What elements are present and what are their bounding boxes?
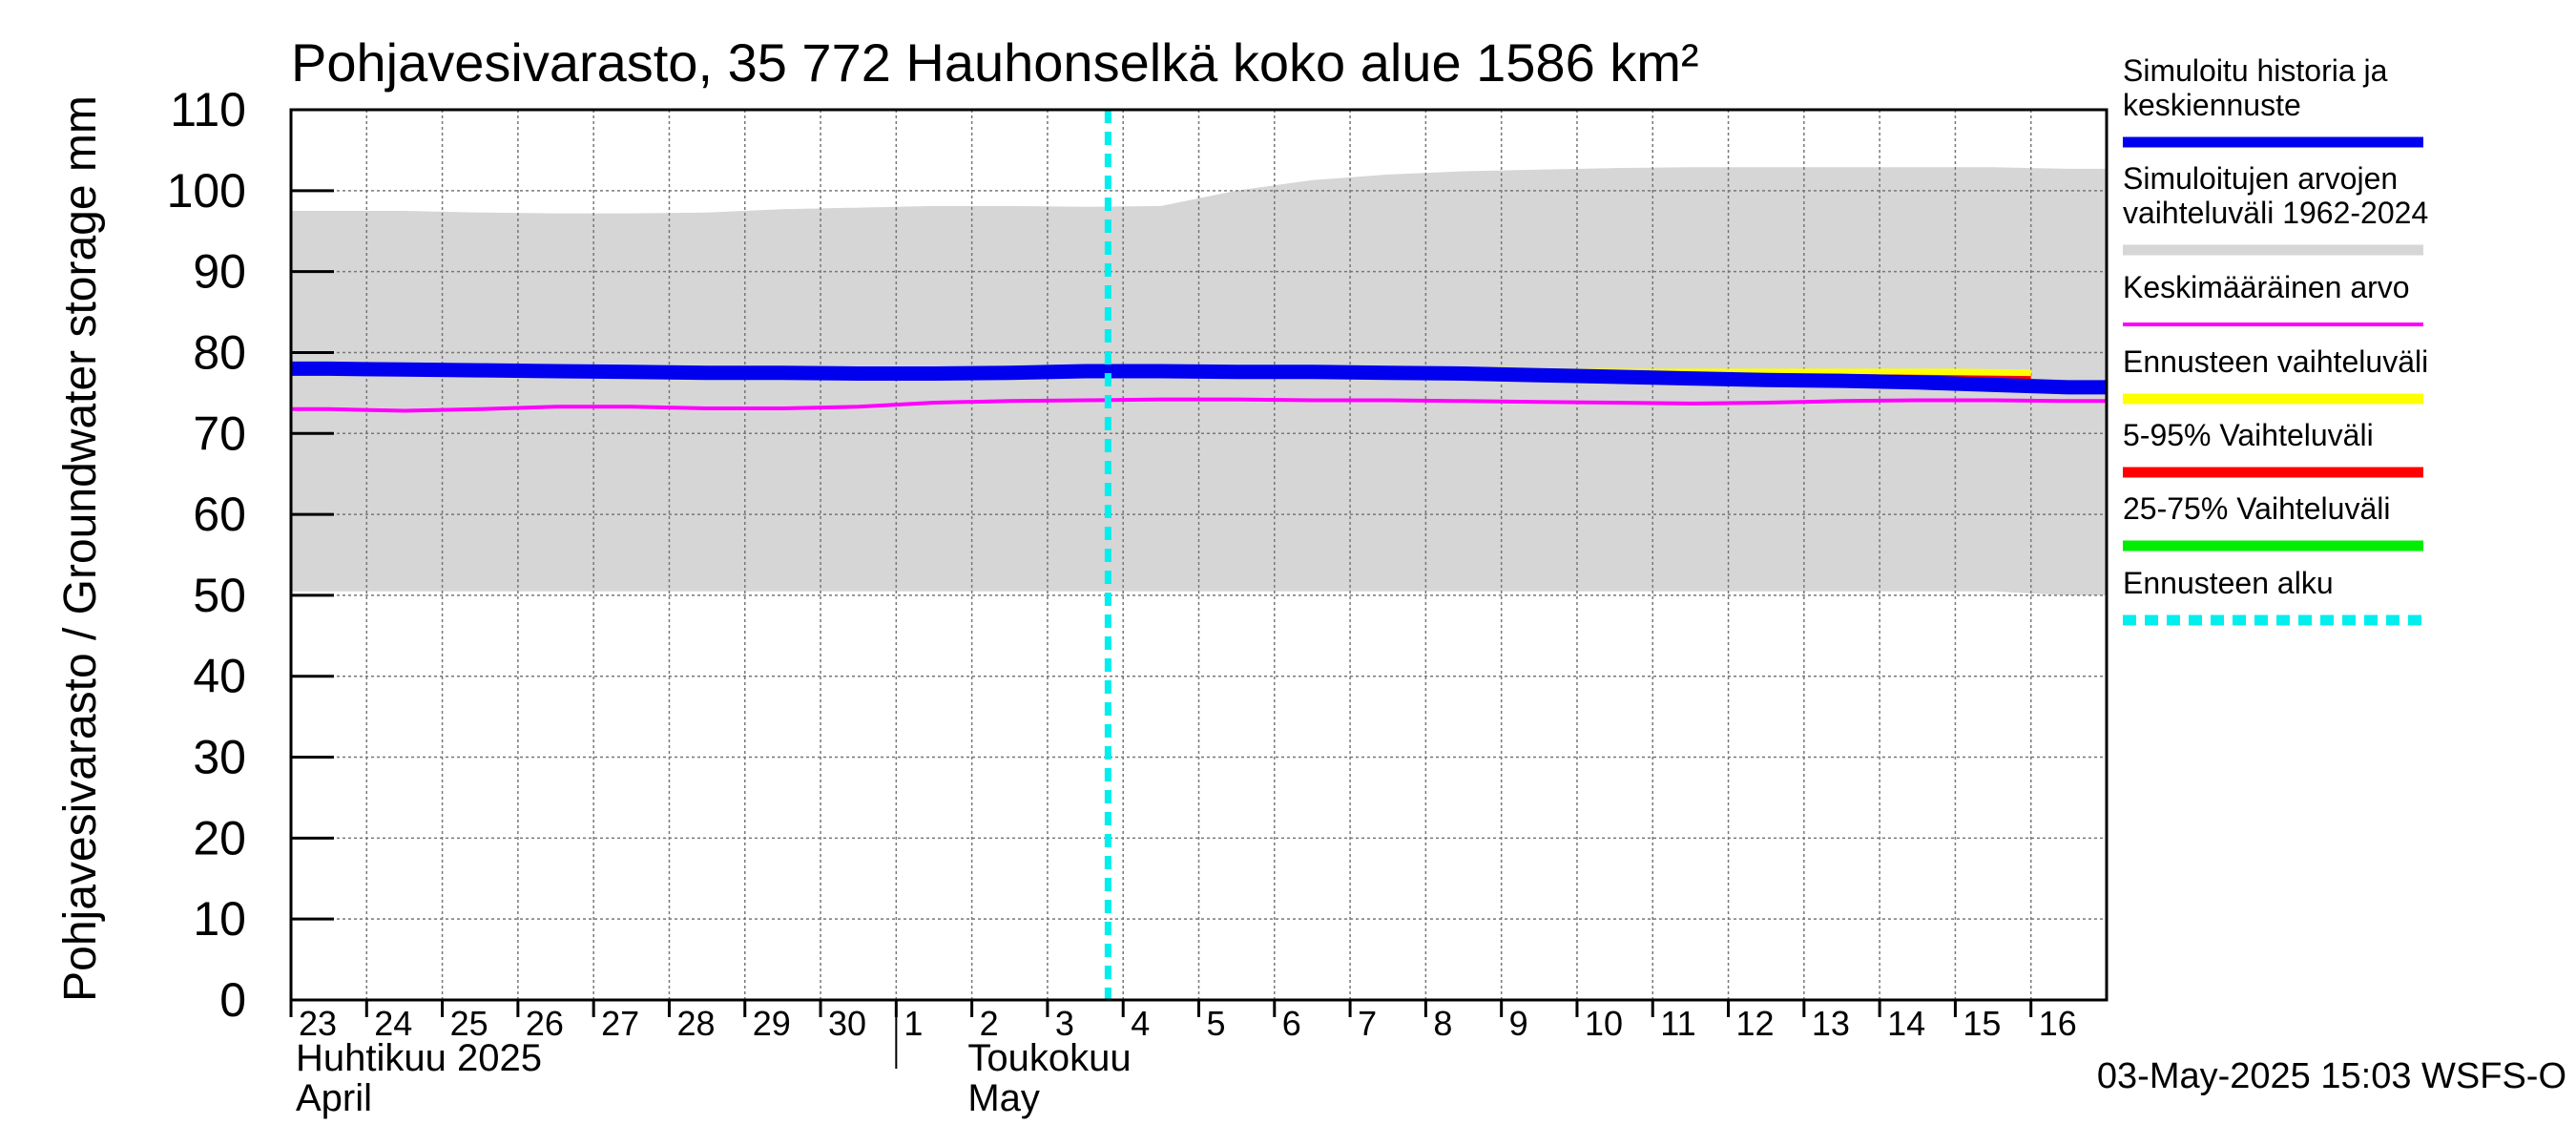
y-tick-label: 90 bbox=[193, 245, 246, 299]
y-tick-label: 70 bbox=[193, 406, 246, 460]
x-axis: 23 24 25 26 27 28 29 30 1 2 3 4 5 6 7 8 9 10 11 12 13 14 15 16H… bbox=[289, 1000, 2077, 1119]
x-tick-label: 25 bbox=[450, 1004, 488, 1043]
x-tick-label: 27 bbox=[601, 1004, 639, 1043]
x-tick-label: 29 bbox=[753, 1004, 791, 1043]
x-tick-label: 12 bbox=[1736, 1004, 1775, 1043]
mean-value-line bbox=[291, 397, 2107, 413]
month-label-may-fi: Toukokuu bbox=[967, 1037, 1131, 1079]
x-tick-label: 15 bbox=[1963, 1004, 2001, 1043]
x-tick-label: 9 bbox=[1509, 1004, 1528, 1043]
x-tick-label: 7 bbox=[1358, 1004, 1377, 1043]
legend-label: Simuloitu historia ja bbox=[2123, 53, 2388, 88]
y-tick-label: 80 bbox=[193, 325, 246, 379]
legend-label: vaihteluväli 1962-2024 bbox=[2123, 196, 2428, 230]
x-tick-label: 28 bbox=[676, 1004, 715, 1043]
legend-label: Ennusteen alku bbox=[2123, 566, 2334, 600]
y-tick-label: 30 bbox=[193, 731, 246, 784]
month-label-april-en: April bbox=[296, 1077, 372, 1119]
x-tick-label: 23 bbox=[299, 1004, 337, 1043]
month-label-april-fi: Huhtikuu 2025 bbox=[296, 1037, 542, 1079]
x-tick-label: 6 bbox=[1282, 1004, 1301, 1043]
y-tick-label: 60 bbox=[193, 488, 246, 541]
x-tick-label: 14 bbox=[1887, 1004, 1925, 1043]
legend-label: 25-75% Vaihteluväli bbox=[2123, 491, 2390, 526]
x-tick-label: 4 bbox=[1131, 1004, 1150, 1043]
x-tick-label: 13 bbox=[1812, 1004, 1850, 1043]
series-lines bbox=[291, 110, 2107, 1000]
legend-label: Keskimääräinen arvo bbox=[2123, 270, 2410, 304]
y-tick-label: 50 bbox=[193, 569, 246, 622]
x-tick-label: 11 bbox=[1660, 1004, 1695, 1043]
y-tick-label: 10 bbox=[193, 892, 246, 946]
y-tick-label: 0 bbox=[219, 973, 246, 1027]
x-tick-label: 2 bbox=[980, 1004, 999, 1043]
x-tick-label: 8 bbox=[1433, 1004, 1452, 1043]
simulated-history-line bbox=[291, 361, 2107, 395]
legend-label: keskiennuste bbox=[2123, 88, 2301, 122]
x-tick-label: 24 bbox=[374, 1004, 412, 1043]
footer-timestamp: 03-May-2025 15:03 WSFS-O bbox=[2097, 1056, 2566, 1096]
y-tick-label: 20 bbox=[193, 811, 246, 864]
x-tick-label: 30 bbox=[828, 1004, 866, 1043]
legend-label: 5-95% Vaihteluväli bbox=[2123, 418, 2374, 452]
chart-title: Pohjavesivarasto, 35 772 Hauhonselkä kok… bbox=[291, 32, 1699, 93]
y-tick-label: 100 bbox=[167, 164, 246, 218]
y-tick-label: 110 bbox=[170, 83, 246, 136]
x-tick-label: 26 bbox=[526, 1004, 564, 1043]
x-tick-label: 10 bbox=[1585, 1004, 1623, 1043]
month-label-may-en: May bbox=[967, 1077, 1040, 1119]
legend-label: Simuloitujen arvojen bbox=[2123, 161, 2398, 196]
x-tick-label: 3 bbox=[1055, 1004, 1074, 1043]
y-tick-label: 40 bbox=[193, 650, 246, 703]
x-tick-label: 1 bbox=[904, 1004, 923, 1043]
y-axis-title: Pohjavesivarasto / Groundwater storage m… bbox=[55, 95, 106, 1002]
y-axis: 0 10 20 30 40 50 60 70 80 90 100 110 bbox=[167, 83, 334, 1027]
x-tick-label: 5 bbox=[1207, 1004, 1226, 1043]
x-tick-label: 16 bbox=[2039, 1004, 2077, 1043]
legend-label: Ennusteen vaihteluväli bbox=[2123, 344, 2428, 379]
